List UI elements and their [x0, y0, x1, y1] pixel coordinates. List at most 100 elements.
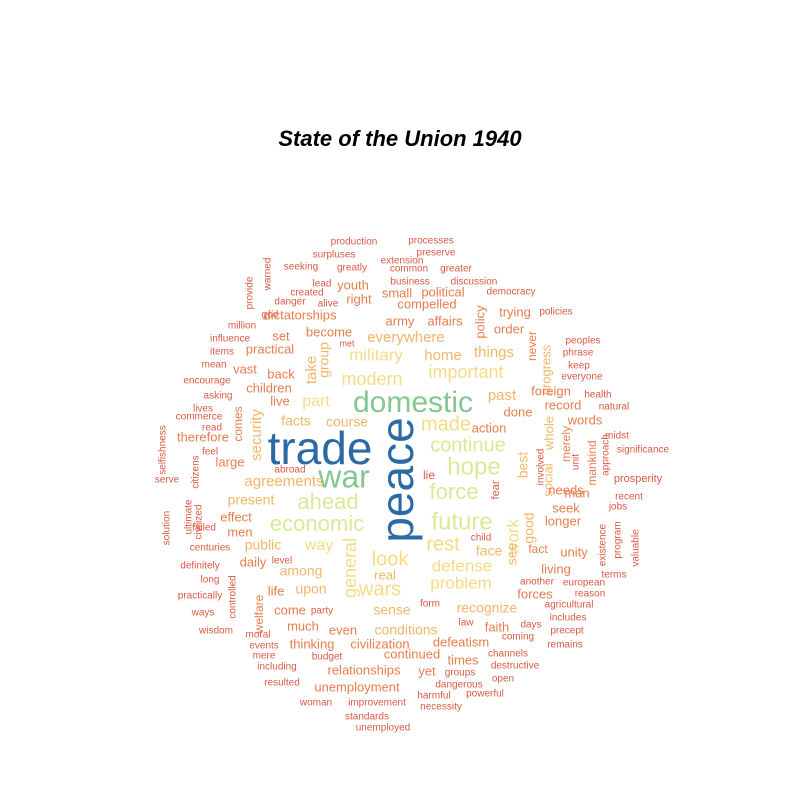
word-order: order — [494, 321, 525, 336]
word-forces: forces — [517, 586, 553, 601]
word-processes: processes — [408, 236, 454, 247]
word-back: back — [267, 366, 295, 381]
word-course: course — [326, 414, 368, 430]
word-controlled: controlled — [228, 575, 239, 618]
word-youth: youth — [337, 277, 369, 292]
word-hope: hope — [447, 453, 500, 480]
word-public: public — [245, 537, 282, 553]
word-mankind: mankind — [585, 440, 599, 485]
word-look: look — [372, 548, 410, 570]
word-involved: involved — [536, 449, 547, 486]
word-jobs: jobs — [608, 502, 627, 513]
word-harmful: harmful — [417, 691, 450, 702]
word-mean: mean — [201, 360, 226, 371]
word-standards: standards — [345, 712, 389, 723]
word-program: program — [613, 521, 624, 558]
word-greatly: greatly — [337, 263, 367, 274]
word-unemployment: unemployment — [314, 679, 400, 694]
word-commerce: commerce — [176, 412, 223, 423]
word-including: including — [257, 662, 296, 673]
word-whole: whole — [541, 416, 556, 451]
word-living: living — [541, 561, 571, 576]
word-large: large — [216, 454, 245, 469]
word-met: met — [339, 338, 355, 348]
word-centuries: centuries — [190, 543, 231, 554]
word-political: political — [421, 284, 464, 299]
word-level: level — [272, 556, 293, 567]
word-lead: lead — [313, 279, 332, 290]
word-past: past — [488, 387, 517, 404]
word-existence: existence — [598, 523, 609, 566]
word-made: made — [421, 413, 471, 435]
word-defense: defense — [432, 556, 493, 575]
word-phrase: phrase — [563, 348, 594, 359]
word-economic: economic — [270, 511, 364, 536]
word-unity: unity — [560, 544, 588, 559]
word-open: open — [492, 674, 514, 685]
word-citizens: citizens — [191, 455, 202, 488]
word-agreements: agreements — [244, 473, 323, 490]
word-merely: merely — [559, 426, 573, 462]
word-trade: trade — [268, 422, 373, 474]
word-items: items — [210, 347, 234, 358]
word-includes: includes — [550, 613, 587, 624]
word-unit: unit — [571, 454, 582, 470]
word-keep: keep — [568, 361, 590, 372]
chart-title: State of the Union 1940 — [278, 126, 522, 151]
word-life: life — [268, 583, 285, 598]
word-policies: policies — [539, 307, 572, 318]
word-thinking: thinking — [290, 636, 335, 651]
word-effect: effect — [220, 509, 252, 524]
word-preserve: preserve — [417, 248, 456, 259]
word-provide: provide — [245, 276, 256, 309]
word-continued: continued — [384, 646, 440, 661]
word-civilization: civilization — [350, 636, 409, 651]
word-created: created — [290, 288, 323, 299]
word-powerful: powerful — [466, 689, 504, 700]
word-moral: moral — [245, 630, 270, 641]
word-relationships: relationships — [328, 662, 401, 677]
word-practical: practical — [246, 341, 295, 356]
word-comes: comes — [231, 406, 245, 441]
word-defeatism: defeatism — [433, 634, 489, 649]
word-dictatorships: dictatorships — [264, 307, 337, 322]
word-children: children — [246, 380, 292, 395]
word-peoples: peoples — [565, 336, 600, 347]
word-agricultural: agricultural — [545, 600, 594, 611]
word-dangerous: dangerous — [435, 680, 482, 691]
word-wisdom: wisdom — [198, 626, 233, 637]
word-days: days — [520, 620, 541, 631]
word-general: general — [340, 538, 360, 598]
word-come: come — [274, 602, 306, 617]
word-solution: solution — [162, 511, 173, 545]
word-million: million — [228, 321, 256, 332]
word-face: face — [476, 543, 503, 559]
word-god: god — [262, 310, 279, 321]
word-things: things — [474, 344, 514, 361]
word-terms: terms — [602, 570, 627, 581]
word-warned: warned — [263, 258, 274, 292]
word-precept: precept — [550, 626, 584, 637]
word-law: law — [458, 618, 474, 629]
word-everyone: everyone — [561, 372, 603, 383]
word-policy: policy — [472, 305, 487, 339]
word-part: part — [302, 393, 330, 410]
word-action: action — [472, 420, 507, 435]
word-conditions: conditions — [374, 622, 437, 638]
word-serve: serve — [155, 475, 180, 486]
word-needs: needs — [548, 482, 584, 497]
word-recent: recent — [615, 492, 643, 503]
word-much: much — [287, 618, 319, 633]
word-long: long — [201, 575, 220, 586]
word-surpluses: surpluses — [313, 250, 356, 261]
word-budget: budget — [312, 652, 343, 663]
word-lie: lie — [423, 468, 435, 482]
word-sense: sense — [373, 602, 411, 618]
word-fact: fact — [528, 542, 548, 556]
word-words: words — [567, 412, 603, 427]
word-foreign: foreign — [531, 383, 571, 398]
word-way: way — [304, 537, 333, 554]
word-good: good — [521, 512, 537, 543]
word-among: among — [280, 563, 323, 579]
word-men: men — [227, 524, 252, 539]
